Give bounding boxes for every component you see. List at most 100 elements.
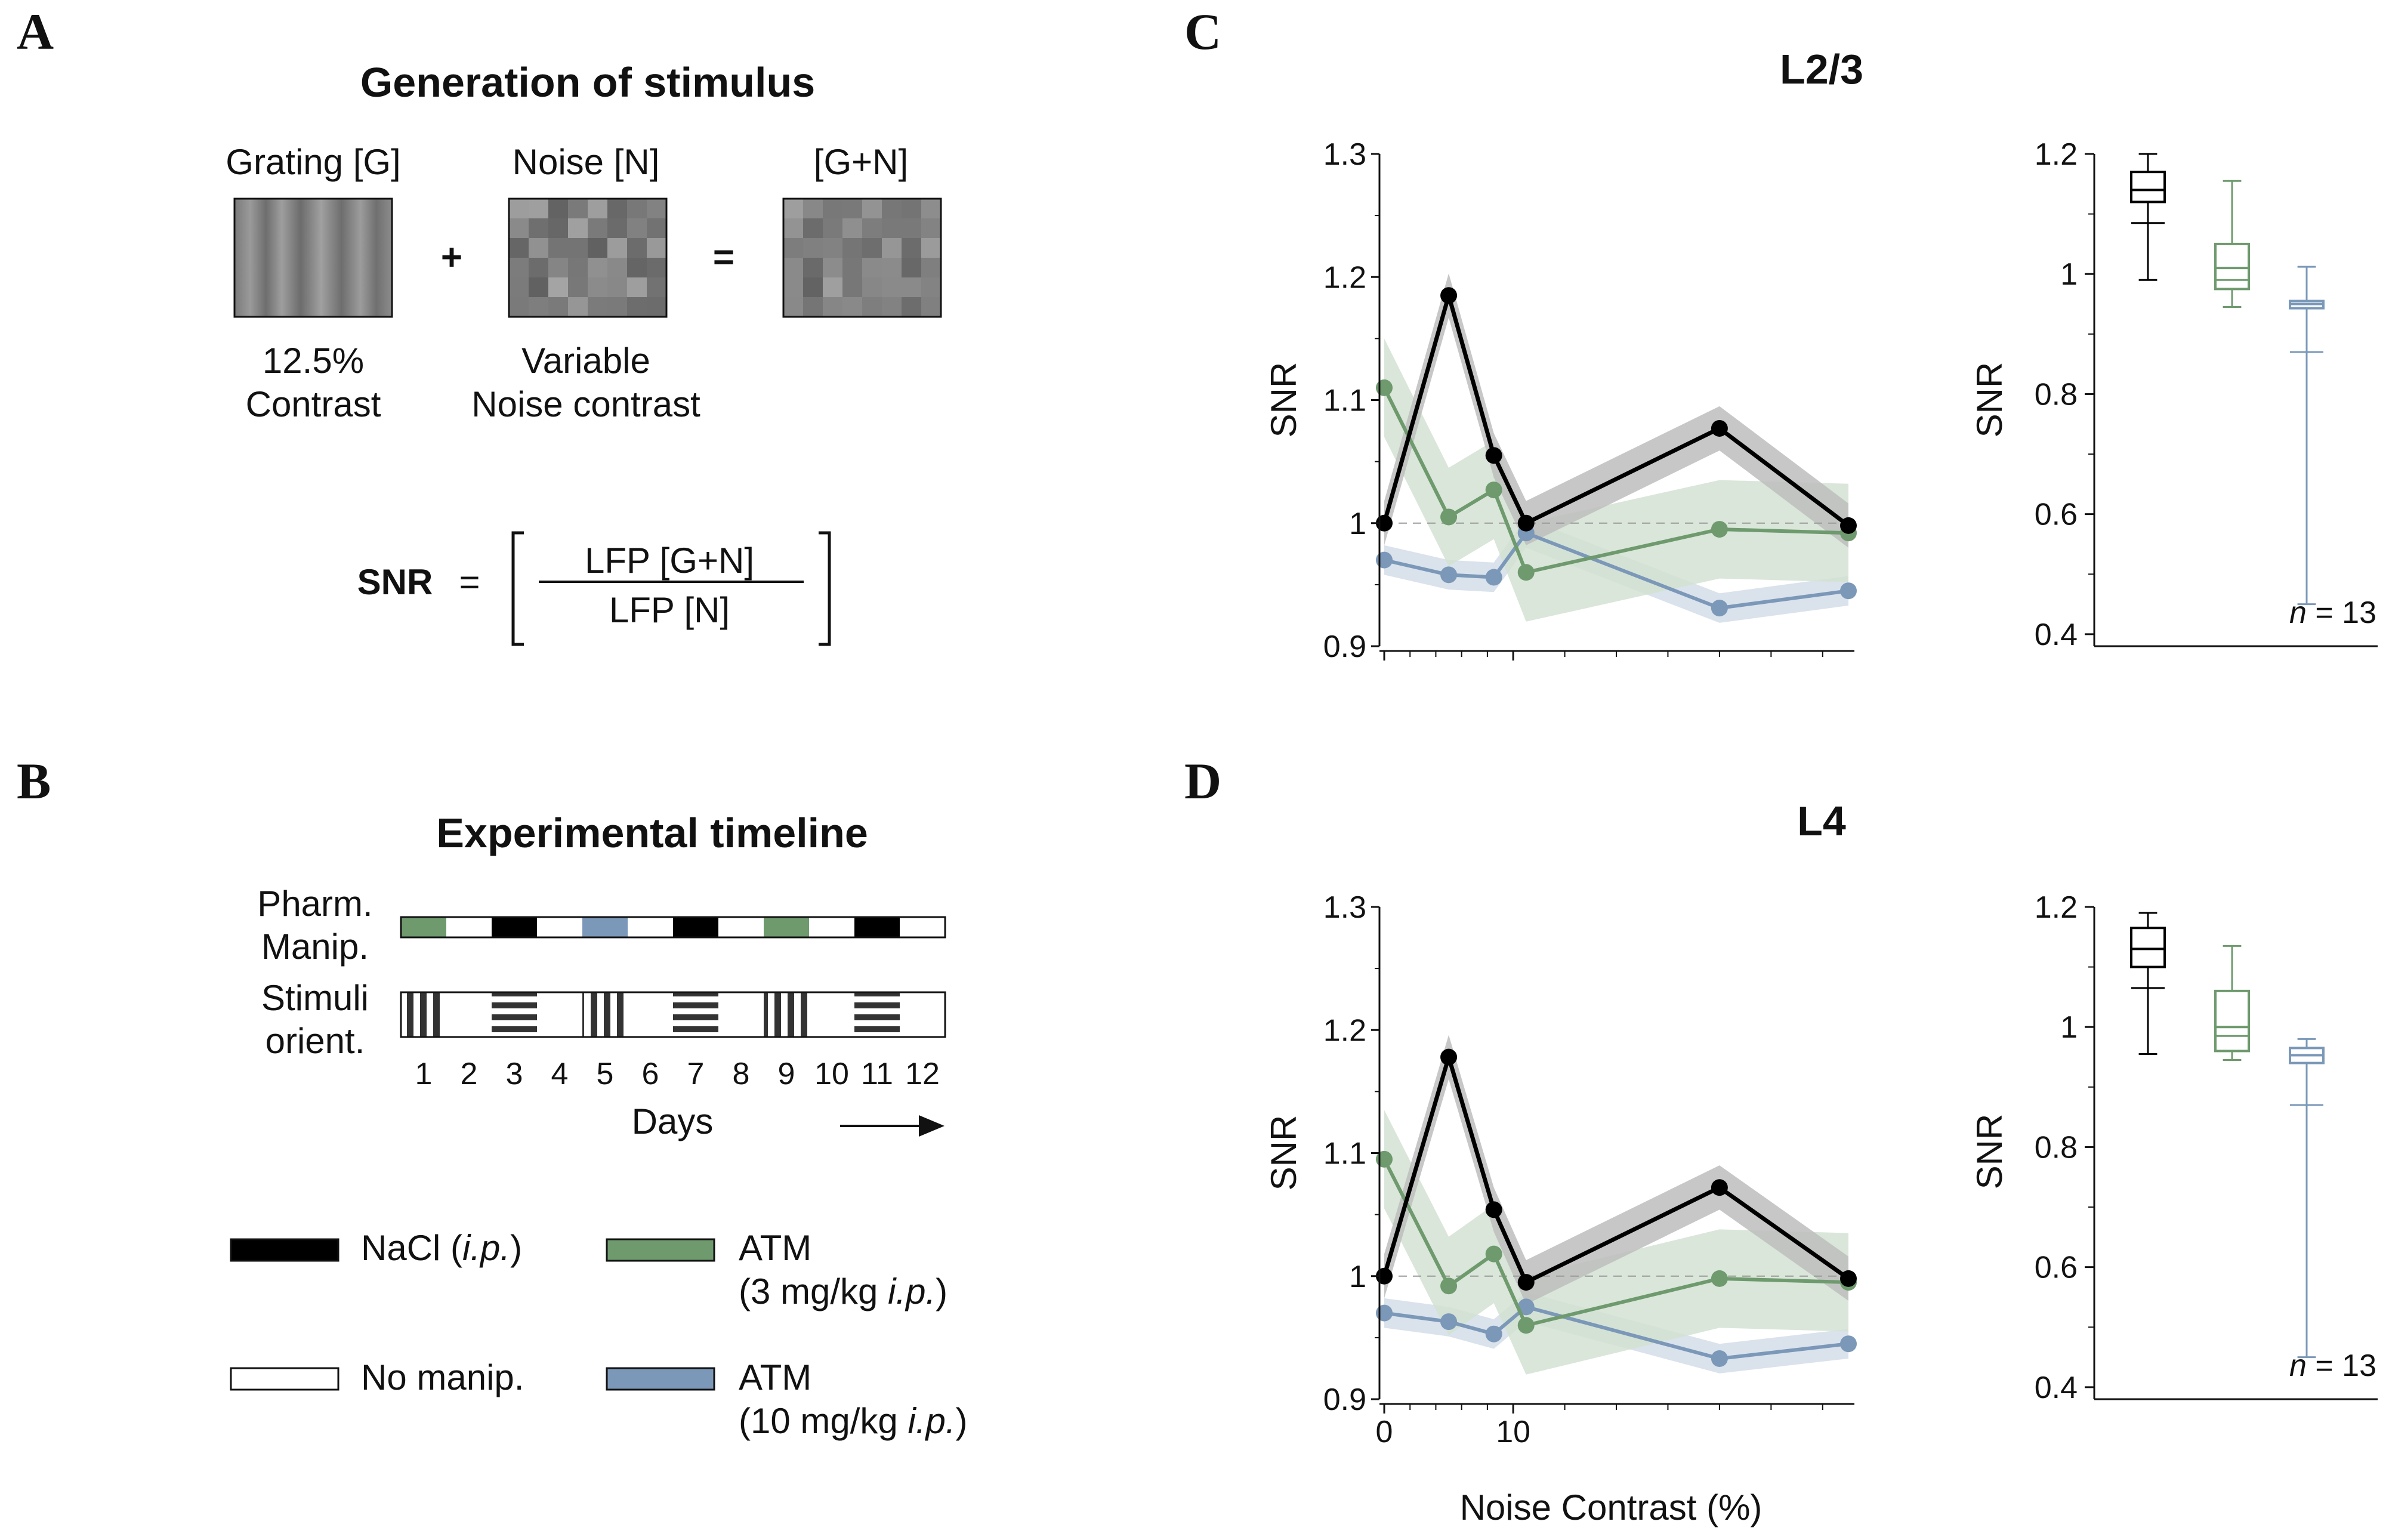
data-point-atm3 bbox=[1485, 482, 1502, 499]
day-tick-3: 3 bbox=[506, 1057, 523, 1091]
noise-cell bbox=[823, 199, 843, 219]
grating-image bbox=[233, 197, 393, 318]
box-y-tick-label: 0.4 bbox=[2035, 618, 2078, 652]
charts-layer: 1.3 1.2 1.1 1 0.9 1.2 1 0.8 0.6 0.4 1.3 1.2 1.1 1 0.9 0… bbox=[1323, 137, 2378, 1449]
noise-cell bbox=[588, 238, 608, 258]
box-d-n-label: n = 13 bbox=[2289, 1348, 2376, 1383]
sem-band-atm3 bbox=[1384, 1110, 1848, 1375]
data-point-atm10 bbox=[1376, 1304, 1393, 1322]
noise-cell bbox=[902, 238, 922, 258]
noise-cell bbox=[803, 238, 823, 258]
day-tick-7: 7 bbox=[687, 1057, 705, 1091]
pharm-timeline bbox=[400, 916, 946, 939]
stim-cell-day-3 bbox=[492, 992, 537, 1037]
noise-cell bbox=[588, 199, 608, 219]
noise-cell bbox=[627, 238, 647, 258]
series-line-atm3 bbox=[1382, 1158, 1849, 1328]
pharm-label-2: Manip. bbox=[261, 927, 369, 967]
day-tick-11: 11 bbox=[861, 1057, 893, 1091]
box-d-ylabel: SNR bbox=[1970, 1114, 2010, 1190]
noise-cell bbox=[882, 277, 902, 298]
data-point-atm3 bbox=[1440, 508, 1458, 526]
noise-cell bbox=[627, 218, 647, 239]
x-axis-label: Noise Contrast (%) bbox=[1460, 1487, 1763, 1527]
pharm-cell-day-10 bbox=[809, 917, 854, 937]
box-y-tick-label: 0.6 bbox=[2035, 498, 2078, 532]
noise-cell bbox=[862, 277, 882, 298]
box-y-tick-label: 0.8 bbox=[2035, 1130, 2078, 1165]
noise-cell bbox=[509, 218, 529, 239]
noise-cell bbox=[862, 297, 882, 317]
day-tick-6: 6 bbox=[642, 1057, 659, 1091]
noise-cell bbox=[783, 199, 804, 219]
noise-cell bbox=[823, 297, 843, 317]
data-point-atm10 bbox=[1485, 569, 1502, 586]
y-tick-label: 1.1 bbox=[1323, 1137, 1366, 1171]
noise-cell bbox=[783, 277, 804, 298]
series-line-atm10 bbox=[1384, 530, 1849, 610]
noise-cell bbox=[627, 277, 647, 298]
grating-caption-2: Contrast bbox=[246, 384, 381, 424]
panel-label-a: A bbox=[17, 3, 54, 60]
day-tick-1: 1 bbox=[415, 1057, 433, 1091]
days-arrow-head bbox=[919, 1115, 945, 1137]
noise-cell bbox=[588, 297, 608, 317]
series-line-atm3 bbox=[1382, 387, 1849, 575]
noise-cell bbox=[529, 218, 549, 239]
legend-swatch-none bbox=[230, 1367, 339, 1391]
panel-b: Experimental timeline Pharm. Manip. Stim… bbox=[230, 810, 967, 1441]
y-tick-label: 0.9 bbox=[1323, 629, 1366, 664]
noise-cell bbox=[842, 199, 863, 219]
box-nacl bbox=[2130, 912, 2166, 1055]
stim-cell-day-10 bbox=[809, 992, 854, 1037]
box-iqr bbox=[2214, 242, 2250, 291]
chart-d-ylabel: SNR bbox=[1264, 1115, 1304, 1191]
chart-c: 1.3 1.2 1.1 1 0.9 1.2 1 0.8 0.6 0.4 bbox=[1323, 137, 2378, 664]
data-point-atm10 bbox=[1517, 1298, 1535, 1316]
noise-cell bbox=[529, 277, 549, 298]
noise-cell bbox=[882, 218, 902, 239]
data-point-nacl bbox=[1485, 447, 1502, 464]
noise-cell bbox=[823, 258, 843, 278]
pharm-cell-day-1 bbox=[401, 917, 446, 937]
noise-cell bbox=[647, 238, 667, 258]
stim-timeline-frame bbox=[400, 991, 946, 1038]
noise-cell bbox=[568, 277, 588, 298]
stim-cell-day-11 bbox=[854, 992, 900, 1037]
noise-cell bbox=[607, 218, 628, 239]
chart-d-title: L4 bbox=[1797, 798, 1846, 844]
noise-cell bbox=[607, 258, 628, 278]
noise-cell bbox=[529, 297, 549, 317]
stim-cell-day-4 bbox=[537, 992, 582, 1037]
stim-cell-day-8 bbox=[718, 992, 764, 1037]
box-c-ylabel: SNR bbox=[1970, 362, 2010, 438]
noise-cell bbox=[783, 218, 804, 239]
stim-cell-day-9 bbox=[764, 992, 809, 1037]
noise-cell bbox=[588, 277, 608, 298]
noise-cell bbox=[548, 277, 569, 298]
noise-cell bbox=[607, 297, 628, 317]
pharm-cell-day-5 bbox=[582, 917, 628, 937]
noise-cell bbox=[529, 238, 549, 258]
data-point-atm3 bbox=[1517, 1317, 1535, 1334]
noise-cell bbox=[783, 297, 804, 317]
day-ticks: 1 2 3 4 5 6 7 8 9 10 11 12 bbox=[415, 1057, 940, 1091]
box-y-tick-label: 1.2 bbox=[2035, 890, 2078, 925]
noise-cell bbox=[509, 238, 529, 258]
box-atm3 bbox=[2214, 945, 2250, 1061]
data-point-nacl bbox=[1517, 514, 1535, 532]
boxplot-d: 1.2 1 0.8 0.6 0.4 bbox=[2035, 890, 2378, 1405]
noise-cell bbox=[568, 199, 588, 219]
noise-cell bbox=[529, 199, 549, 219]
noise-cell bbox=[548, 297, 569, 317]
noise-cell bbox=[647, 199, 667, 219]
noise-cell bbox=[823, 238, 843, 258]
data-point-atm10 bbox=[1840, 1335, 1857, 1353]
sum-image bbox=[782, 197, 942, 318]
noise-cell bbox=[568, 238, 588, 258]
legend-label-atm10-2: (10 mg/kg i.p.) bbox=[739, 1401, 967, 1441]
y-tick-label: 1.1 bbox=[1323, 384, 1366, 418]
legend-swatch-atm3 bbox=[606, 1238, 715, 1262]
noise-cell bbox=[862, 218, 882, 239]
equals-sign: = bbox=[713, 237, 734, 278]
